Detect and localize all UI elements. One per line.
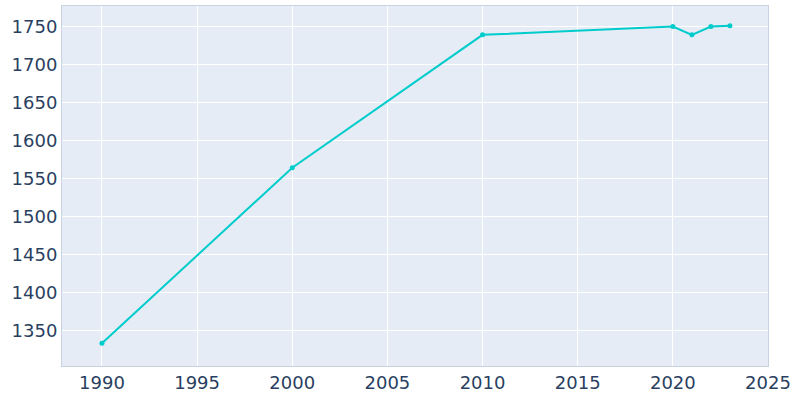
svg-text:2010: 2010 xyxy=(460,372,506,393)
svg-text:2005: 2005 xyxy=(365,372,411,393)
svg-text:1500: 1500 xyxy=(12,206,58,227)
svg-text:2020: 2020 xyxy=(650,372,696,393)
svg-text:1650: 1650 xyxy=(12,92,58,113)
svg-text:1600: 1600 xyxy=(12,130,58,151)
svg-text:2000: 2000 xyxy=(269,372,315,393)
svg-text:1550: 1550 xyxy=(12,168,58,189)
svg-text:1995: 1995 xyxy=(174,372,220,393)
svg-text:1400: 1400 xyxy=(12,282,58,303)
svg-text:1700: 1700 xyxy=(12,54,58,75)
svg-text:1750: 1750 xyxy=(12,16,58,37)
svg-text:2015: 2015 xyxy=(555,372,601,393)
svg-text:1990: 1990 xyxy=(79,372,125,393)
svg-text:2025: 2025 xyxy=(745,372,791,393)
svg-text:1450: 1450 xyxy=(12,244,58,265)
svg-text:1350: 1350 xyxy=(12,320,58,341)
